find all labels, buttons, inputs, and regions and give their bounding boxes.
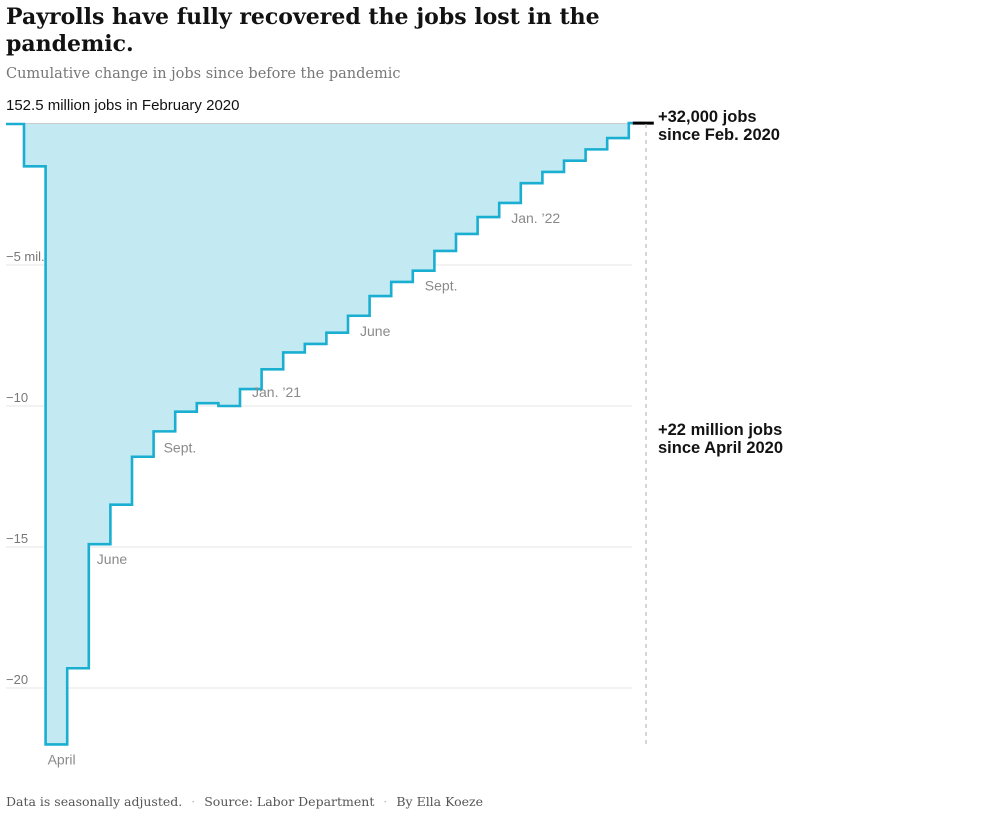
footer-source: Source: Labor Department xyxy=(204,794,375,809)
month-label: Jan. ’22 xyxy=(511,210,560,226)
month-label: Sept. xyxy=(164,439,197,455)
footer-note: Data is seasonally adjusted. xyxy=(6,794,183,809)
chart-title: Payrolls have fully recovered the jobs l… xyxy=(6,4,600,57)
month-label: April xyxy=(48,751,76,767)
y-tick-label: −10 xyxy=(6,390,28,405)
annotation-label: +22 million jobs xyxy=(658,421,782,439)
y-tick-label: −5 mil. xyxy=(6,249,45,264)
month-label: June xyxy=(97,551,128,567)
annotation-label: since April 2020 xyxy=(658,439,783,457)
chart-footer: Data is seasonally adjusted. · Source: Lab… xyxy=(6,794,483,809)
series-line xyxy=(6,121,645,746)
month-label: June xyxy=(360,323,391,339)
annotation-label: +32,000 jobs xyxy=(658,108,757,126)
chart-subtitle: Cumulative change in jobs since before t… xyxy=(6,66,401,82)
footer-separator: · xyxy=(191,794,196,809)
y-tick-label: −15 xyxy=(6,531,28,546)
footer-separator: · xyxy=(383,794,388,809)
baseline-label: 152.5 million jobs in February 2020 xyxy=(6,97,239,114)
footer-byline: By Ella Koeze xyxy=(396,794,484,809)
month-label: Jan. ’21 xyxy=(252,384,301,400)
month-label: Sept. xyxy=(425,278,458,294)
area-fill xyxy=(6,123,645,745)
annotation-label: since Feb. 2020 xyxy=(658,126,780,144)
y-tick-label: −20 xyxy=(6,672,28,687)
